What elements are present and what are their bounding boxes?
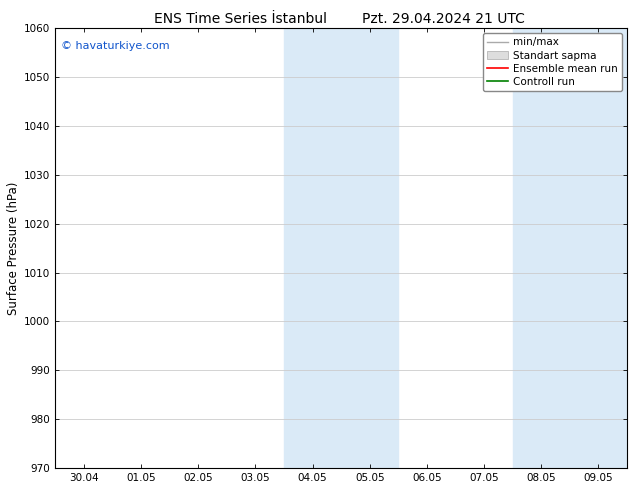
- Text: © havaturkiye.com: © havaturkiye.com: [61, 41, 169, 51]
- Bar: [513, 28, 627, 468]
- Text: ENS Time Series İstanbul: ENS Time Series İstanbul: [155, 12, 327, 26]
- Text: Pzt. 29.04.2024 21 UTC: Pzt. 29.04.2024 21 UTC: [363, 12, 525, 26]
- Legend: min/max, Standart sapma, Ensemble mean run, Controll run: min/max, Standart sapma, Ensemble mean r…: [482, 33, 622, 91]
- Y-axis label: Surface Pressure (hPa): Surface Pressure (hPa): [7, 181, 20, 315]
- Bar: [284, 28, 398, 468]
